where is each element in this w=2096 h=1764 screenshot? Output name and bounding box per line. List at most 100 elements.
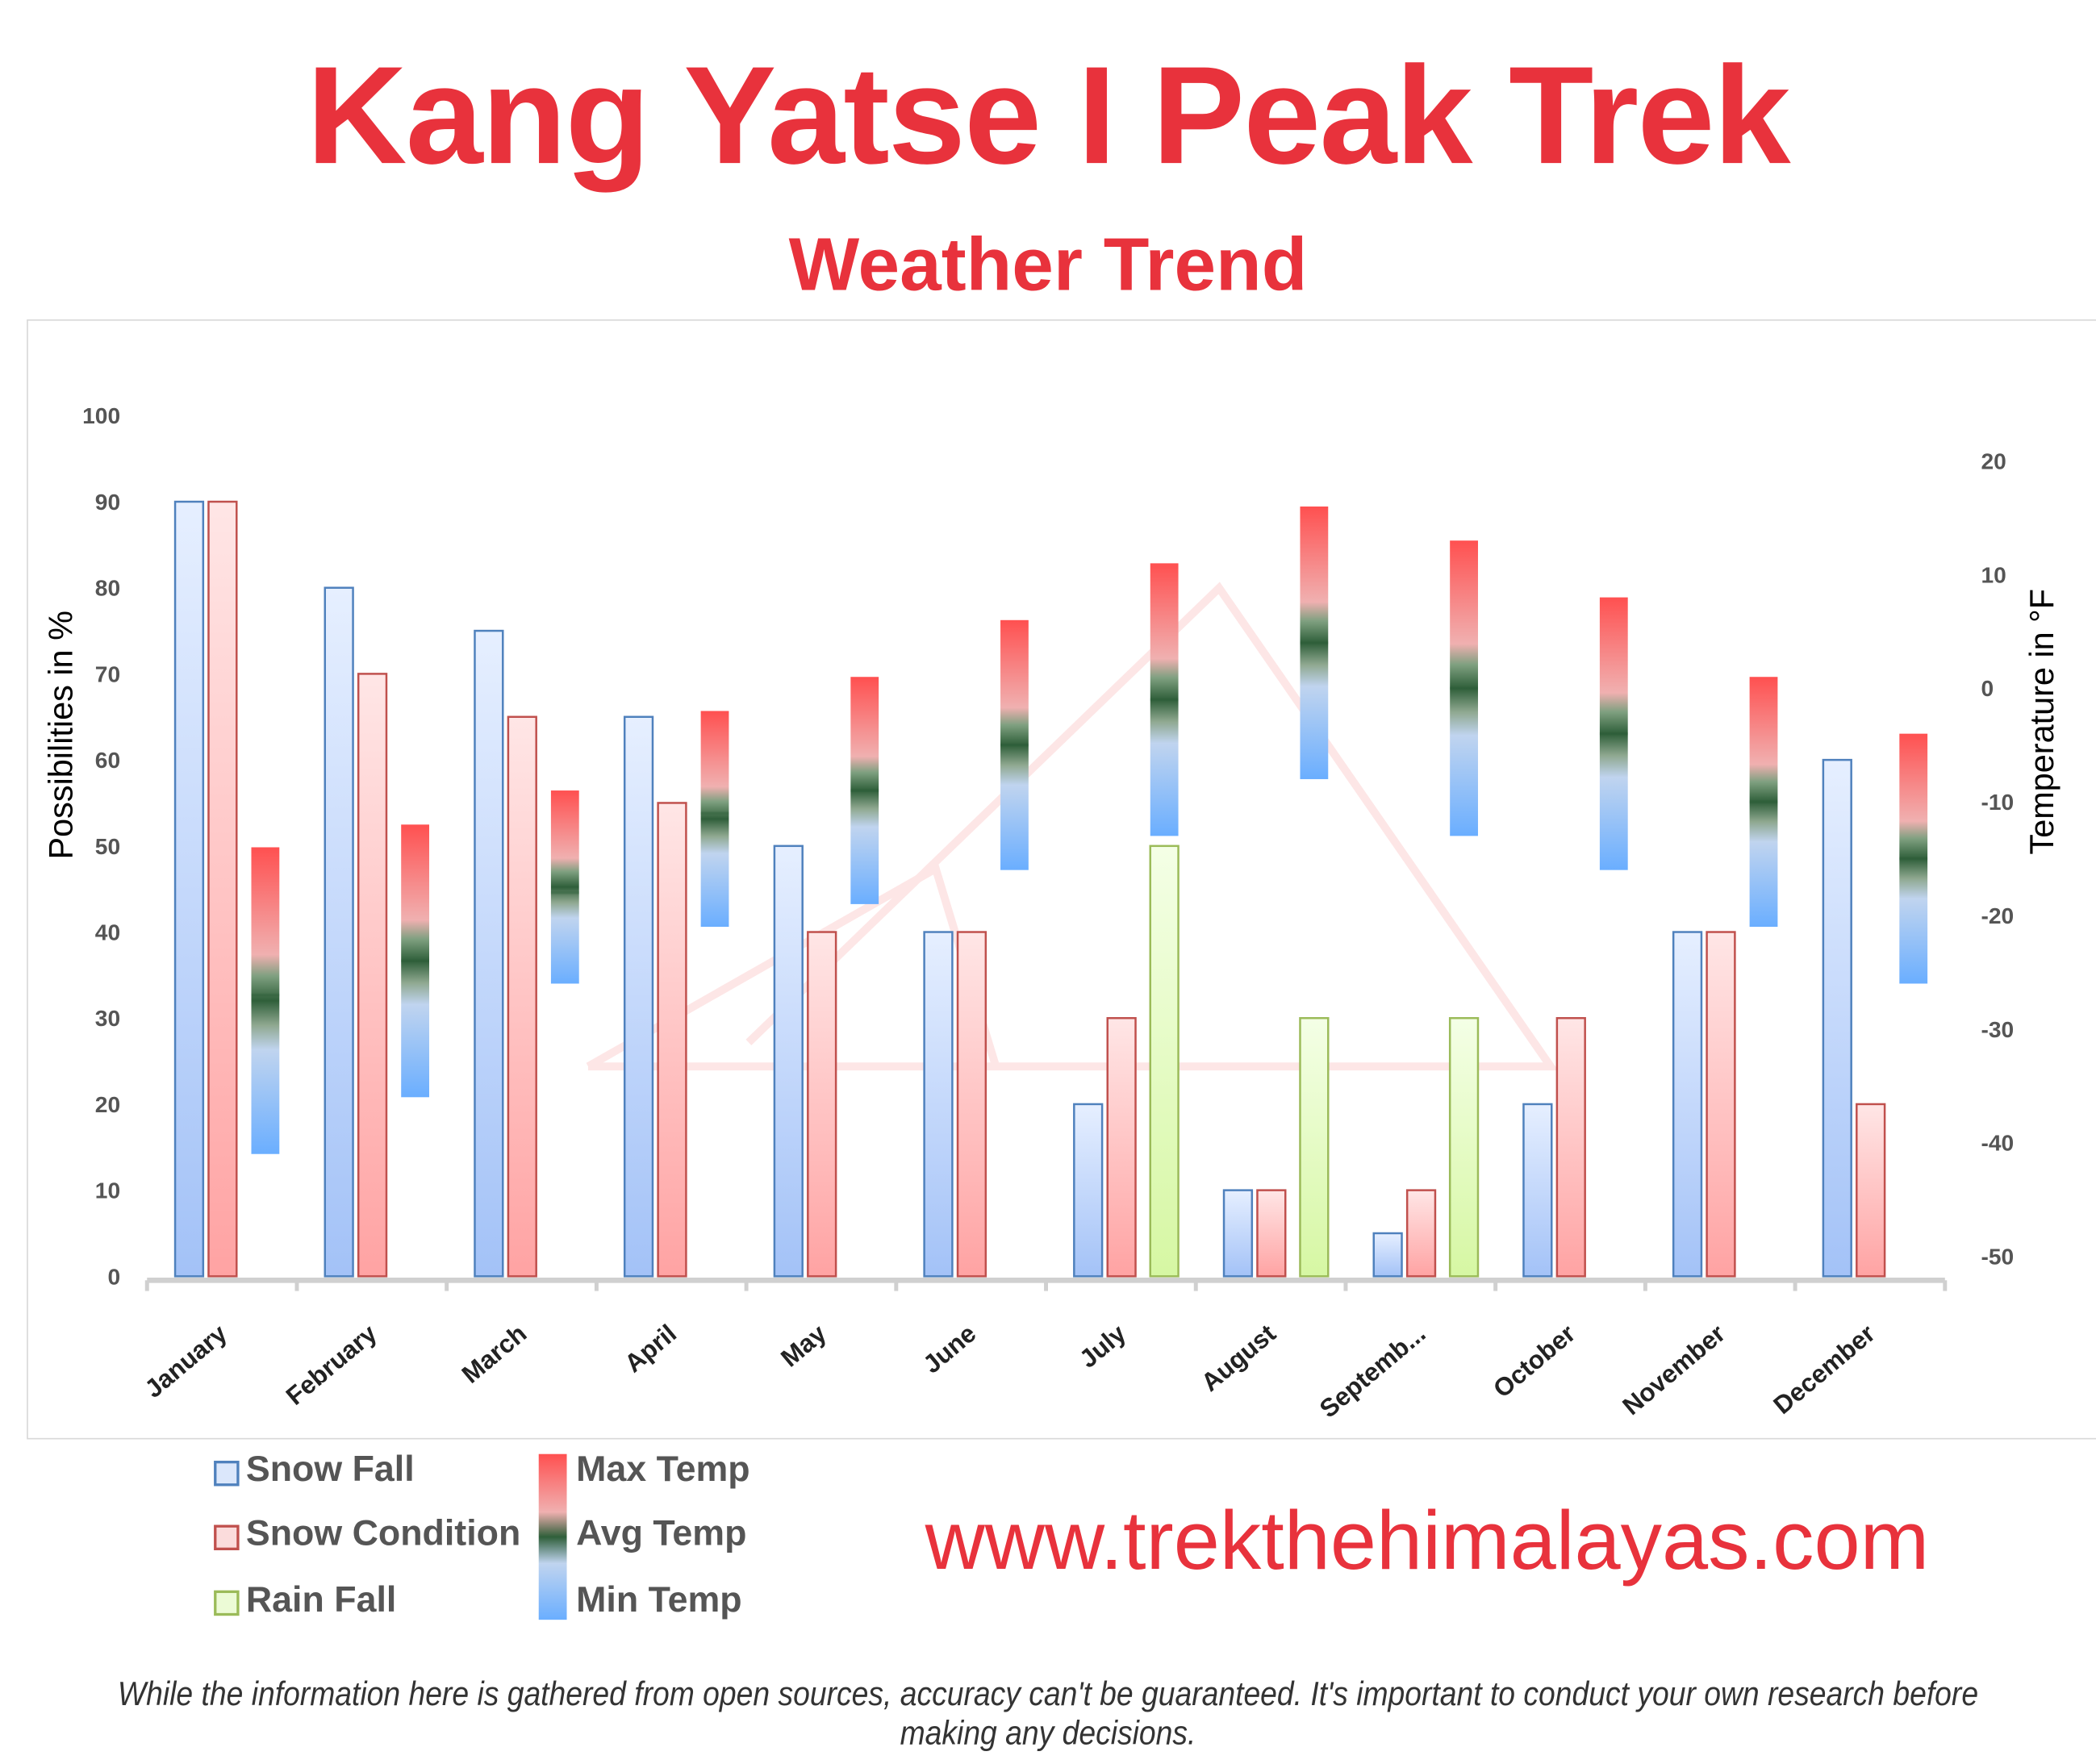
- legend-avg-temp: Avg Temp: [576, 1512, 747, 1553]
- legend-snow-condition: Snow Condition: [245, 1512, 521, 1553]
- website-link[interactable]: www.trekthehimalayas.com: [925, 1495, 1930, 1588]
- legend-min-temp: Min Temp: [576, 1579, 742, 1620]
- temperature-range-bar: [700, 711, 729, 928]
- temperature-range-bar: [251, 847, 280, 1154]
- y-right-tick-label: -20: [1981, 903, 2015, 928]
- avg-temp-mark: [1150, 698, 1179, 702]
- rain-fall-bar: [1448, 1016, 1480, 1278]
- disclaimer: While the information here is gathered f…: [117, 1675, 1979, 1753]
- y-tick-label: 50: [95, 834, 120, 859]
- mountain-watermark: [586, 582, 1559, 1071]
- snow-fall-bar: [1672, 931, 1703, 1278]
- snow-fall-bar: [1222, 1189, 1254, 1278]
- legend-swatch-snow-fall: [214, 1460, 240, 1487]
- x-tick-label: December: [1768, 1319, 1881, 1420]
- legend-snow-fall: Snow Fall: [245, 1449, 415, 1489]
- x-tick-label: Septemb...: [1314, 1319, 1430, 1423]
- page-title: Kang Yatse I Peak Trek: [307, 39, 1790, 194]
- y-right-tick-label: -40: [1981, 1131, 2015, 1156]
- legend-swatch-snow-condition: [214, 1524, 240, 1551]
- temperature-range-bar: [1300, 506, 1329, 779]
- x-tick-label: May: [775, 1319, 832, 1372]
- avg-temp-mark: [1899, 857, 1928, 861]
- y-right-tick-label: -50: [1981, 1244, 2015, 1269]
- y-tick-label: 10: [95, 1178, 120, 1203]
- snow-condition-bar: [1555, 1016, 1586, 1278]
- y-tick-label: 60: [95, 748, 120, 773]
- legend-swatch-temp: [538, 1453, 567, 1620]
- x-tick-label: January: [140, 1319, 232, 1403]
- y-right-axis-label: Temperature in °F: [2023, 589, 2061, 855]
- x-tick-label: April: [620, 1319, 682, 1378]
- temperature-range-bar: [1599, 597, 1628, 870]
- y-axis-label: Possibilities in %: [42, 611, 79, 859]
- y-right-tick-label: 0: [1981, 676, 1994, 701]
- temperature-range-bar: [1450, 540, 1478, 836]
- snow-condition-bar: [807, 931, 837, 1278]
- snow-condition-bar: [956, 931, 987, 1278]
- avg-temp-mark: [1599, 732, 1628, 736]
- x-tick-label: October: [1488, 1319, 1580, 1403]
- y-right-tick-label: -30: [1981, 1017, 2015, 1042]
- temperature-range-bar: [1749, 677, 1778, 928]
- snow-condition-bar: [1256, 1189, 1287, 1278]
- avg-temp-mark: [1300, 641, 1329, 644]
- temperature-range-bar: [1899, 733, 1928, 984]
- y-tick-label: 80: [95, 576, 120, 601]
- x-tick-label: June: [918, 1319, 982, 1378]
- snow-fall-bar: [1822, 758, 1852, 1278]
- avg-temp-mark: [1450, 686, 1478, 690]
- snow-condition-bar: [507, 715, 537, 1278]
- legend-swatch-rain-fall: [214, 1590, 240, 1616]
- y-tick-label: 70: [95, 661, 120, 686]
- snow-fall-bar: [1522, 1103, 1553, 1278]
- rain-fall-bar: [1149, 844, 1180, 1278]
- avg-temp-mark: [251, 993, 280, 997]
- snow-fall-bar: [1372, 1232, 1403, 1278]
- chart-frame: [27, 319, 2096, 1440]
- snow-condition-bar: [657, 802, 687, 1278]
- x-tick-label: March: [457, 1319, 532, 1388]
- legend-max-temp: Max Temp: [576, 1449, 750, 1489]
- y-tick-label: 90: [95, 490, 120, 515]
- weather-chart: 0 10 20 30 40 50 60 70 80 90 100 -50 -40 -30 -20 -10 0 10…: [42, 403, 2061, 1423]
- snow-condition-bar: [1706, 931, 1736, 1278]
- y-tick-label: 20: [95, 1092, 120, 1117]
- snow-fall-bar: [173, 500, 205, 1278]
- snow-fall-bar: [623, 715, 654, 1278]
- avg-temp-mark: [700, 811, 729, 815]
- temperature-range-bar: [401, 824, 430, 1098]
- snow-condition-bar: [207, 500, 238, 1278]
- y-tick-label: 30: [95, 1006, 120, 1031]
- snow-condition-bar: [1856, 1103, 1886, 1278]
- avg-temp-mark: [1000, 744, 1029, 747]
- legend-rain-fall: Rain Fall: [245, 1579, 397, 1620]
- x-tick-label: February: [281, 1319, 382, 1411]
- snow-fall-bar: [474, 629, 504, 1278]
- x-tick-label: July: [1074, 1319, 1131, 1374]
- snow-fall-bar: [773, 844, 804, 1278]
- y-right-tick-label: -10: [1981, 790, 2015, 815]
- temperature-range-bar: [850, 677, 879, 904]
- snow-fall-bar: [1073, 1103, 1104, 1278]
- page-subtitle: Weather Trend: [788, 222, 1308, 307]
- snow-condition-bar: [1405, 1189, 1437, 1278]
- temperature-range-bar: [550, 790, 579, 984]
- x-tick-label: November: [1618, 1319, 1731, 1420]
- y-right-tick-label: 10: [1981, 562, 2006, 587]
- snow-condition-bar: [1106, 1016, 1137, 1278]
- avg-temp-mark: [401, 959, 430, 962]
- y-tick-label: 0: [107, 1264, 120, 1289]
- y-right-tick-label: 20: [1981, 449, 2006, 474]
- y-tick-label: 40: [95, 920, 120, 945]
- x-tick-label: August: [1196, 1319, 1281, 1397]
- snow-fall-bar: [324, 586, 354, 1278]
- avg-temp-mark: [1749, 800, 1778, 803]
- temperature-range-bar: [1150, 563, 1179, 836]
- y-tick-label: 100: [82, 403, 120, 428]
- avg-temp-mark: [850, 789, 879, 792]
- temperature-range-bar: [1000, 619, 1029, 870]
- snow-fall-bar: [923, 931, 954, 1278]
- snow-condition-bar: [357, 673, 388, 1278]
